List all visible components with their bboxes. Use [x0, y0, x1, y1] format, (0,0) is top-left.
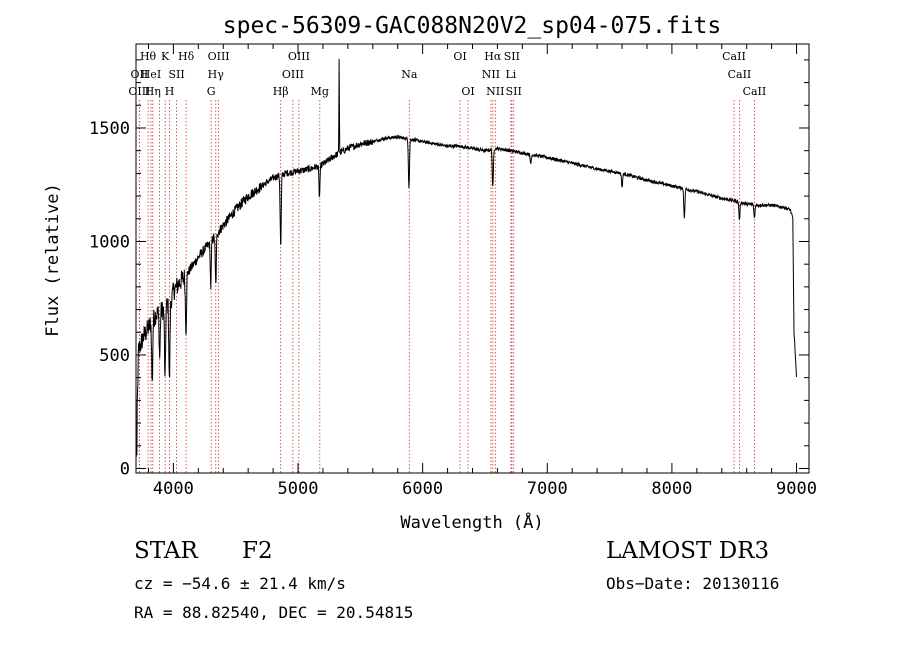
- spectral-line-label: K: [161, 50, 170, 63]
- spectral-line-label: Hθ: [140, 50, 157, 63]
- spectral-line-label: OI: [453, 50, 466, 63]
- plot-frame: [135, 43, 810, 474]
- x-tick-label: 5000: [278, 479, 319, 499]
- spectral-line-label: SII: [506, 85, 522, 98]
- redshift-velocity: cz = −54.6 ± 21.4 km/s: [134, 574, 346, 593]
- y-tick-label: 500: [99, 346, 130, 366]
- spectral-line-label: Na: [401, 68, 418, 81]
- sky-coordinates: RA = 88.82540, DEC = 20.54815: [134, 603, 414, 622]
- spectrum-line: [135, 58, 797, 459]
- spectral-line-label: CaII: [722, 50, 746, 63]
- survey-name: LAMOST DR3: [606, 538, 770, 564]
- x-tick-label: 4000: [153, 479, 194, 499]
- axis-ticks: 4000 5000 6000 7000 8000 9000 0 500 1000 1500: [89, 44, 817, 499]
- spectral-line-label: HeI: [141, 68, 161, 81]
- spectral-line-label: SII: [169, 68, 185, 81]
- spectral-line-label: H: [165, 85, 175, 98]
- observation-date: Obs−Date: 20130116: [606, 574, 780, 593]
- spectral-line-label: OIII: [288, 50, 310, 63]
- spectral-line-label: CaII: [743, 85, 767, 98]
- spectral-line-label: OIII: [282, 68, 304, 81]
- spectral-line-label: NII: [486, 85, 504, 98]
- spectral-line-label: SII: [504, 50, 520, 63]
- chart-title: spec-56309-GAC088N20V2_sp04-075.fits: [223, 13, 722, 39]
- y-tick-label: 0: [120, 459, 130, 479]
- x-tick-label: 6000: [402, 479, 443, 499]
- y-axis-label: Flux (relative): [43, 183, 63, 337]
- spectral-line-label: Hβ: [273, 85, 289, 98]
- spectral-line-label: G: [207, 85, 216, 98]
- y-tick-label: 1000: [89, 232, 130, 252]
- x-axis-label: Wavelength (Å): [400, 511, 543, 533]
- spectral-line-label: OII: [131, 68, 149, 81]
- spectral-line-label: Hη: [145, 85, 161, 98]
- y-tick-label: 1500: [89, 119, 130, 139]
- spectral-line-label: OIII: [128, 85, 150, 98]
- spectral-line-label: Hδ: [178, 50, 195, 63]
- spectral-line-label: OI: [461, 85, 474, 98]
- x-tick-label: 9000: [776, 479, 817, 499]
- x-tick-label: 7000: [527, 479, 568, 499]
- object-class: STAR: [134, 538, 198, 564]
- spectral-line-label: Hα: [484, 50, 502, 63]
- spectral-line-label: Mg: [311, 85, 329, 98]
- spectral-line-label: Hγ: [208, 68, 225, 81]
- spectral-line-markers: OII OIII Hθ HeI Hη K H SII Hδ G Hγ OIII Hβ OIII OIII Mg…: [128, 50, 766, 473]
- spectral-line-label: Li: [505, 68, 516, 81]
- x-tick-label: 8000: [651, 479, 692, 499]
- spectral-line-label: OIII: [208, 50, 230, 63]
- spectral-line-label: CaII: [728, 68, 752, 81]
- object-subclass: F2: [242, 538, 273, 564]
- spectral-line-label: NII: [482, 68, 500, 81]
